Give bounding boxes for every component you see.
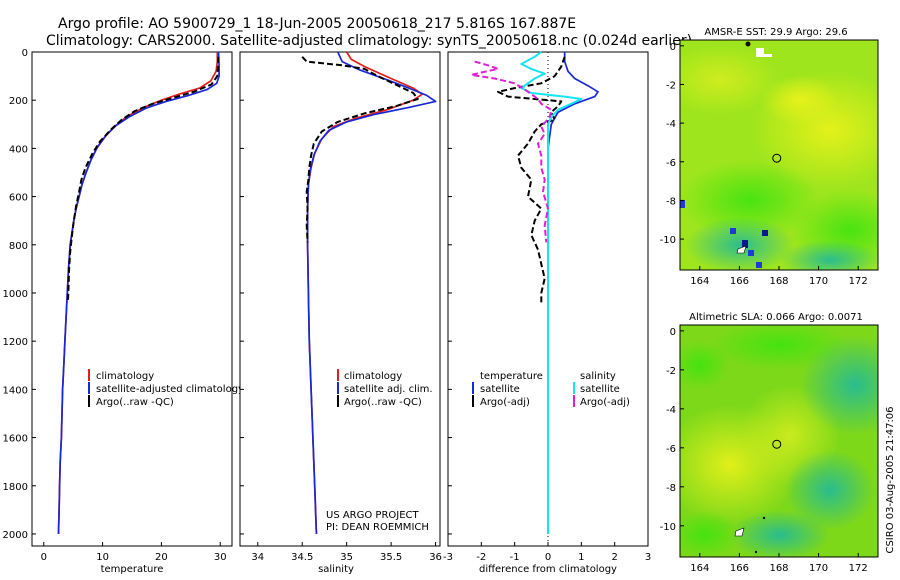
- project-note-line2: PI: DEAN ROEMMICH: [326, 522, 429, 533]
- sla-map-title: Altimetric SLA: 0.066 Argo: 0.0071: [689, 312, 863, 323]
- map-y-tick-label: 0: [670, 327, 676, 338]
- map-y-tick-label: 0: [670, 42, 676, 53]
- figure-title-line2: Climatology: CARS2000. Satellite-adjuste…: [46, 33, 692, 49]
- difference-panel: difference from climatology temperature …: [443, 51, 651, 575]
- series-line-argo-raw-qc: [301, 56, 419, 243]
- x-tick-label: 35: [340, 552, 353, 563]
- x-tick-label: 0: [545, 552, 551, 563]
- y-tick-label: 1600: [3, 434, 28, 445]
- sst-map-panel: AMSR-E SST: 29.9 Argo: 29.6 164 166 168 170…: [660, 27, 879, 287]
- x-tick-label: -2: [476, 552, 486, 563]
- legend-satellite-label: satellite adj. clim.: [344, 384, 433, 395]
- salinity-xlabel: salinity: [318, 564, 354, 575]
- map-y-tick-label: -8: [666, 483, 676, 494]
- map-x-tick-label: 172: [849, 276, 868, 287]
- x-tick-label: 34.5: [291, 552, 313, 563]
- legend-argo-label: Argo(..raw -QC): [96, 397, 174, 408]
- sst-map-title: AMSR-E SST: 29.9 Argo: 29.6: [704, 27, 847, 38]
- map-y-tick-label: -4: [666, 119, 676, 130]
- map-x-tick-label: 172: [849, 563, 868, 574]
- difference-legend: temperature satellite Argo(-adj) salinit…: [472, 371, 630, 408]
- map-y-tick-label: -2: [666, 80, 676, 91]
- map-y-tick-label: -10: [660, 522, 676, 533]
- map-y-tick-label: -6: [666, 158, 676, 169]
- map-x-tick-label: 170: [809, 563, 828, 574]
- legend-argo-label: Argo(..raw -QC): [344, 397, 422, 408]
- side-timestamp-label: CSIRO 03-Aug-2005 21:47:06: [885, 406, 896, 553]
- x-tick-label: 3: [645, 552, 651, 563]
- y-tick-label: 600: [9, 193, 28, 204]
- legend-temp-satellite-label: satellite: [480, 384, 520, 395]
- map-y-tick-label: -8: [666, 196, 676, 207]
- y-tick-label: 400: [9, 144, 28, 155]
- salinity-legend: climatology satellite adj. clim. Argo(..…: [337, 369, 433, 408]
- series-line-satellite-adjusted-climatology: [57, 51, 220, 535]
- sla-argo-position-marker: [772, 439, 782, 449]
- project-note-line1: US ARGO PROJECT: [326, 510, 420, 521]
- map-x-tick-label: 164: [690, 563, 709, 574]
- legend-salinity-title: salinity: [580, 371, 616, 382]
- series-line-argo-raw-qc: [66, 56, 220, 303]
- temperature-legend: climatology satellite-adjusted climatolo…: [88, 369, 244, 408]
- y-tick-label: 1400: [3, 385, 28, 396]
- y-tick-label: 200: [9, 96, 28, 107]
- series-line-salinity-argo-adj: [470, 60, 553, 243]
- x-tick-label: 30: [214, 552, 227, 563]
- salinity-axes-frame: [239, 51, 441, 547]
- y-tick-label: 0: [22, 48, 28, 59]
- series-line-temperature-argo-adj: [497, 56, 566, 303]
- x-tick-label: 1: [578, 552, 584, 563]
- x-tick-label: 34: [251, 552, 264, 563]
- legend-climatology-label: climatology: [96, 371, 154, 382]
- temperature-xlabel: temperature: [101, 564, 164, 575]
- sst-argo-position-marker: [772, 153, 782, 163]
- map-x-tick-label: 164: [690, 276, 709, 287]
- x-tick-label: -3: [443, 552, 453, 563]
- x-tick-label: 36: [429, 552, 442, 563]
- salinity-panel: salinity climatology satellite adj. clim…: [239, 51, 442, 575]
- map-x-tick-label: 166: [730, 563, 749, 574]
- x-tick-label: 2: [611, 552, 617, 563]
- temperature-panel: temperature climatology satellite-adjust…: [3, 48, 244, 575]
- legend-satellite-label: satellite-adjusted climatology: [96, 384, 244, 395]
- map-y-tick-label: -4: [666, 405, 676, 416]
- y-tick-label: 1200: [3, 337, 28, 348]
- series-line-salinity-satellite: [520, 51, 583, 534]
- x-tick-label: -1: [510, 552, 520, 563]
- y-tick-label: 1800: [3, 482, 28, 493]
- legend-sal-argo-label: Argo(-adj): [580, 397, 630, 408]
- map-y-tick-label: -10: [660, 235, 676, 246]
- temperature-axes-frame: [31, 51, 233, 547]
- sla-map-panel: Altimetric SLA: 0.066 Argo: 0.0071 164 16…: [660, 312, 879, 574]
- legend-temperature-title: temperature: [480, 371, 543, 382]
- difference-xlabel: difference from climatology: [479, 564, 617, 575]
- x-tick-label: 35.5: [380, 552, 402, 563]
- x-tick-label: 10: [96, 552, 109, 563]
- y-tick-label: 2000: [3, 530, 28, 541]
- x-tick-label: 0: [41, 552, 47, 563]
- map-x-tick-label: 168: [769, 276, 788, 287]
- y-tick-label: 1000: [3, 289, 28, 300]
- y-tick-label: 800: [9, 241, 28, 252]
- legend-temp-argo-label: Argo(-adj): [480, 397, 530, 408]
- map-y-tick-label: -2: [666, 366, 676, 377]
- sla-map-image: [680, 325, 878, 557]
- series-line-satellite-adj-clim: [306, 51, 437, 535]
- map-x-tick-label: 168: [769, 563, 788, 574]
- map-y-tick-label: -6: [666, 444, 676, 455]
- map-x-tick-label: 166: [730, 276, 749, 287]
- map-x-tick-label: 170: [809, 276, 828, 287]
- legend-sal-satellite-label: satellite: [580, 384, 620, 395]
- figure-title-line1: Argo profile: AO 5900729_1 18-Jun-2005 2…: [58, 16, 576, 32]
- x-tick-label: 20: [155, 552, 168, 563]
- legend-climatology-label: climatology: [344, 371, 402, 382]
